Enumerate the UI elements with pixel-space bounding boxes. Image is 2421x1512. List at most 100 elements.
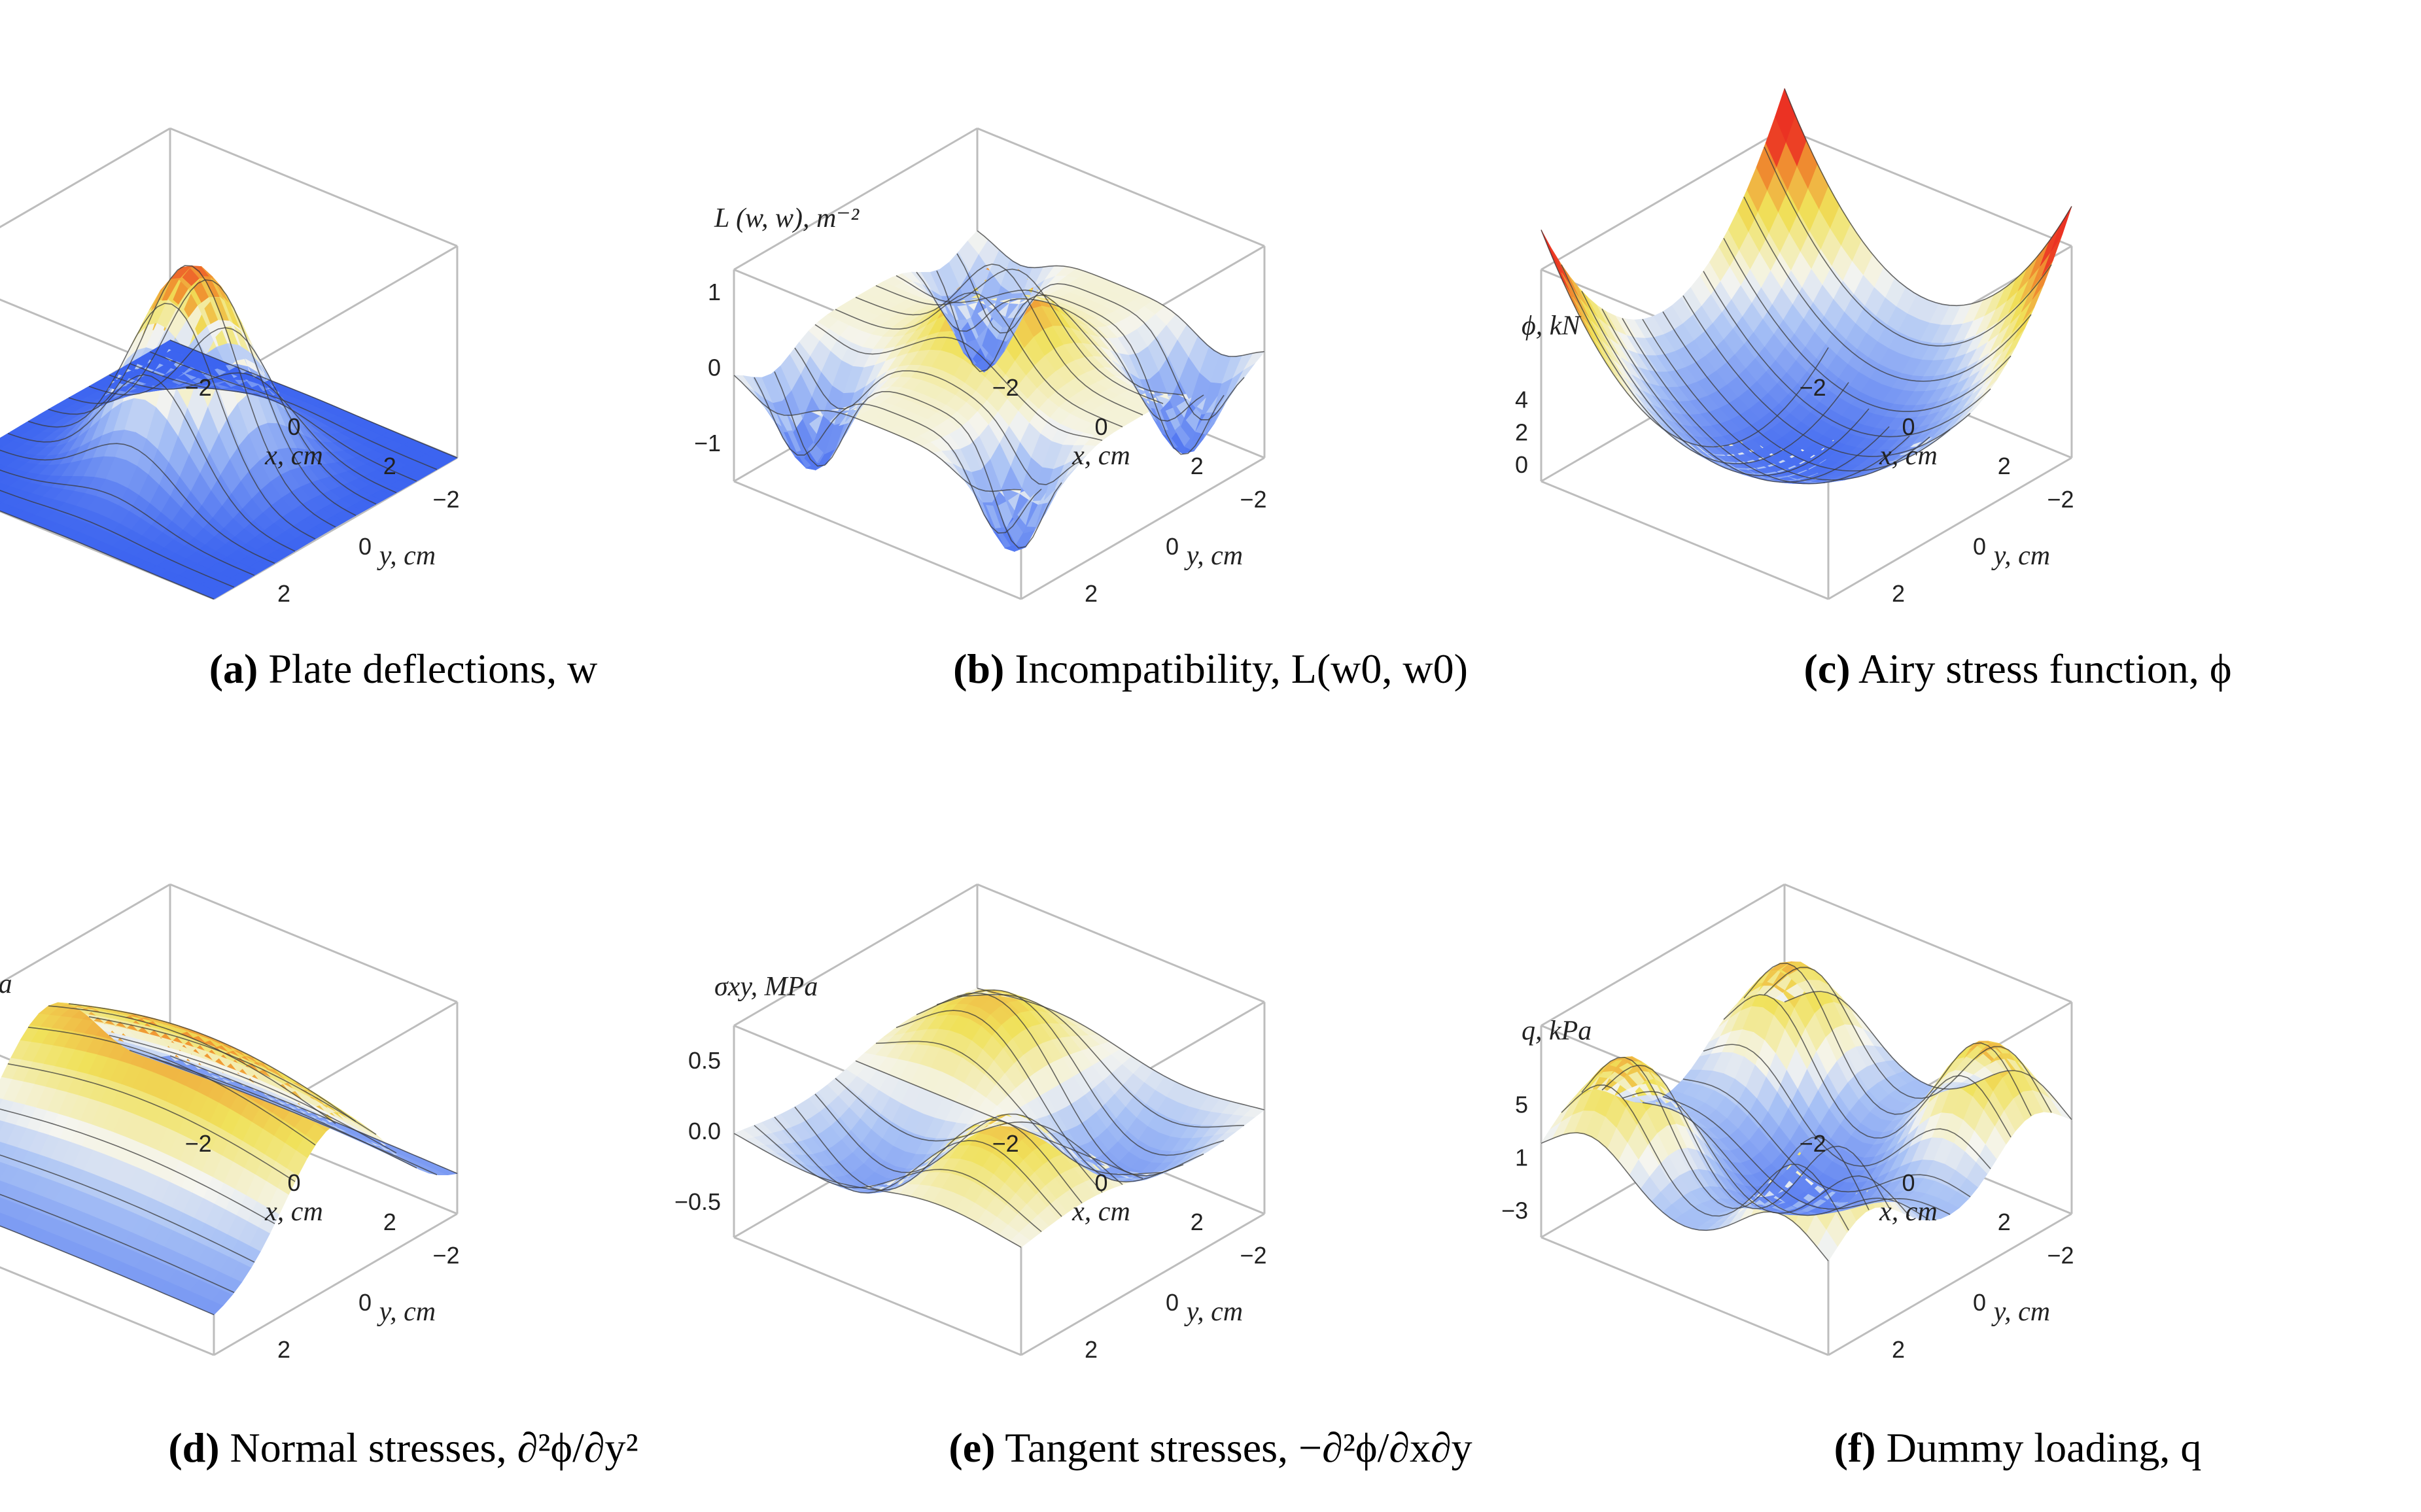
- mesh-line: [129, 1050, 417, 1169]
- z-tick-label: 4: [1515, 386, 1528, 413]
- y-tick-label: −2: [2047, 486, 2074, 513]
- surface-f: [1540, 961, 2073, 1262]
- x-axis-label: x, cm: [1071, 1197, 1130, 1227]
- mesh-line: [936, 270, 1225, 455]
- mesh-line: [1642, 318, 1930, 481]
- panel-b: −2 0 2 −2 0 2 −1 0 1 x, cm y, cm L (w, w), m⁻² (b) …: [694, 0, 1614, 756]
- mesh-line: [814, 324, 1103, 441]
- mesh-line: [1642, 1102, 1930, 1221]
- mesh-line: [149, 351, 438, 470]
- mesh-line: [754, 377, 1042, 534]
- box-edge-front-4: [169, 883, 458, 1003]
- contour-lines-f: [1541, 963, 2072, 1262]
- mesh-line: [0, 1154, 255, 1263]
- z-tick-label: 0: [708, 354, 721, 381]
- box-edge-back-0: [1541, 480, 1829, 600]
- contour-lines-e: [733, 988, 1265, 1248]
- caption-c-text: Airy stress function, ϕ: [1858, 645, 2232, 692]
- mesh-line: [1622, 1091, 1910, 1216]
- caption-c: (c) Airy stress function, ϕ: [1614, 644, 2421, 695]
- z-axis-label: σxx, MPa: [0, 969, 12, 999]
- y-tick-label: 2: [1892, 580, 1905, 607]
- box-edge-back-0: [1541, 1236, 1829, 1356]
- y-tick-label: 2: [277, 580, 290, 607]
- mesh-line: [733, 1133, 1022, 1248]
- mesh-line: [169, 1055, 458, 1175]
- x-axis-label: x, cm: [264, 1197, 323, 1227]
- mesh-line: [875, 268, 1164, 404]
- box-edge-front-4: [977, 883, 1265, 1003]
- contour-lines-c: [1541, 88, 2072, 485]
- surface-plot-d: −202−2020510x, cmy, cmσxx, MPa: [0, 883, 459, 1363]
- y-axis-label: y, cm: [377, 541, 436, 571]
- mesh-line: [0, 1108, 275, 1224]
- caption-e-tag: (e): [949, 1424, 996, 1471]
- box-edge-front-0: [1020, 456, 1265, 600]
- mesh-line: [1743, 963, 2032, 1116]
- mesh-line: [1764, 967, 2052, 1113]
- y-tick-label: 0: [1973, 1289, 1986, 1316]
- caption-a: (a) Plate deflections, w: [0, 644, 807, 695]
- z-tick-label: 2: [1515, 419, 1528, 445]
- z-tick-label: 0.5: [688, 1047, 721, 1074]
- mesh-line: [794, 347, 1083, 485]
- mesh-line: [1743, 196, 2032, 382]
- z-tick-label: −3: [1501, 1197, 1528, 1224]
- box-edge-front-0: [213, 1212, 458, 1356]
- mesh-line: [0, 510, 215, 600]
- box-edge-back-0: [0, 1266, 215, 1356]
- z-tick-label: 1: [1515, 1144, 1528, 1171]
- x-tick-label: 2: [1998, 1209, 2011, 1235]
- mesh-line: [27, 1027, 316, 1146]
- z-tick-label: 5: [1515, 1091, 1528, 1118]
- mesh-line: [733, 375, 1022, 492]
- x-tick-label: −2: [992, 1130, 1019, 1157]
- mesh-line: [1682, 1078, 1971, 1197]
- box-edge-front-4: [169, 127, 458, 247]
- x-tick-label: 2: [1191, 453, 1204, 479]
- z-tick-label: −0.5: [674, 1188, 721, 1215]
- caption-d: (d) Normal stresses, ∂²ϕ/∂y²: [0, 1423, 807, 1473]
- caption-a-tag: (a): [209, 645, 258, 692]
- contour-lines-a: [0, 265, 458, 600]
- caption-e: (e) Tangent stresses, −∂²ϕ/∂x∂y: [807, 1423, 1614, 1473]
- mesh-line: [7, 374, 296, 552]
- y-tick-label: 0: [358, 533, 372, 560]
- box-edge-front-0: [1020, 1212, 1265, 1356]
- box-edge-back-6: [0, 127, 171, 228]
- mesh-line: [916, 992, 1204, 1177]
- mesh-line: [68, 1003, 357, 1122]
- mesh-line: [1561, 1084, 1849, 1231]
- mesh-line: [48, 1005, 336, 1124]
- caption-b-text: Incompatibility, L(w0, w0): [1015, 645, 1468, 692]
- mesh-line: [977, 988, 1265, 1110]
- mesh-line: [1723, 237, 2012, 412]
- mesh-line: [774, 1116, 1062, 1217]
- y-axis-label: y, cm: [1991, 1297, 2050, 1327]
- x-tick-label: 0: [1094, 413, 1107, 440]
- mesh-line: [88, 1016, 377, 1135]
- caption-a-text: Plate deflections, w: [268, 645, 598, 692]
- y-axis-label: y, cm: [1184, 1297, 1243, 1327]
- z-axis-label: L (w, w), m⁻²: [714, 203, 860, 233]
- mesh-line: [1784, 991, 2072, 1120]
- mesh-line: [169, 339, 458, 458]
- mesh-line: [855, 1060, 1143, 1179]
- mesh-line: [1764, 146, 2052, 347]
- mesh-line: [956, 253, 1245, 421]
- mesh-line: [794, 1107, 1083, 1204]
- mesh-line: [0, 1194, 235, 1294]
- mesh-line: [875, 1040, 1164, 1175]
- panel-c: −2 0 2 −2 0 2 0 2 4 x, cm y, cm ϕ, kN (c) Airy stre…: [1515, 0, 2421, 756]
- box-edge-back-0: [733, 1236, 1022, 1356]
- mesh-line: [149, 1056, 438, 1176]
- box-edge-front-0: [1828, 1212, 2072, 1356]
- mesh-line: [814, 1093, 1103, 1193]
- mesh-line: [1662, 311, 1951, 472]
- z-tick-label: −1: [694, 430, 721, 456]
- x-axis-label: x, cm: [1071, 441, 1130, 471]
- caption-d-tag: (d): [168, 1424, 220, 1471]
- box-edge-front-4: [977, 127, 1265, 247]
